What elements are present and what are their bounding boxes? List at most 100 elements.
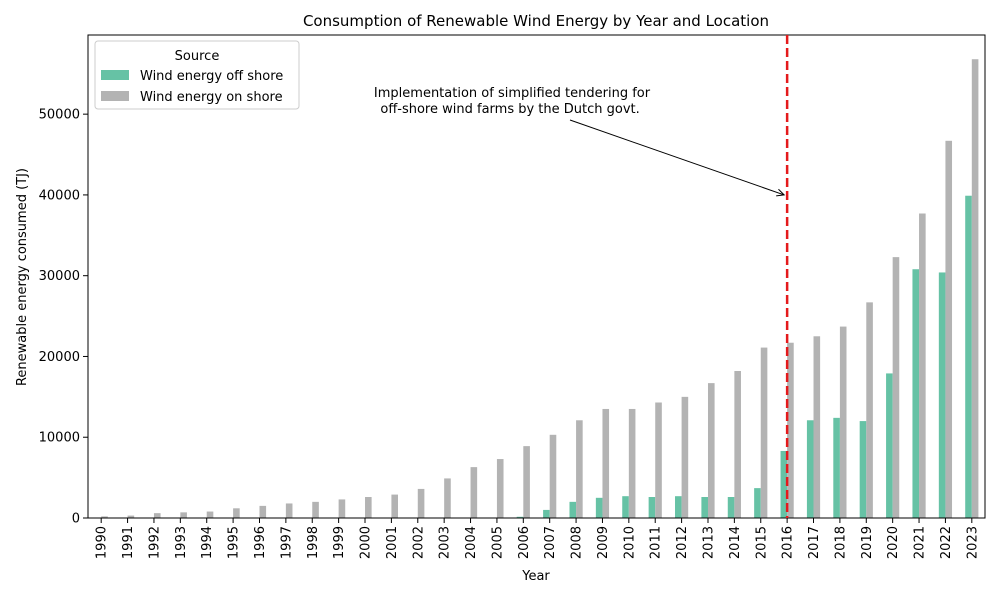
x-tick-label: 2021 [913,526,928,559]
x-tick-label: 1992 [147,526,162,559]
chart-title: Consumption of Renewable Wind Energy by … [303,12,769,30]
legend-box [94,40,300,110]
bar-onshore-2022 [945,140,953,518]
x-tick-label: 1990 [95,526,110,559]
x-tick-label: 2020 [886,526,901,559]
bar-onshore-2010 [628,408,636,518]
bar-onshore-2003 [444,478,451,518]
bar-offshore-2022 [938,272,946,518]
bar-onshore-2023 [971,59,979,518]
x-tick-label: 2018 [833,526,848,559]
x-tick-label: 1997 [279,526,294,559]
bar-offshore-2016 [780,450,788,518]
bar-onshore-2011 [655,402,662,518]
bar-offshore-2007 [543,509,550,518]
x-tick-label: 2019 [860,526,875,559]
bar-offshore-2021 [912,269,920,518]
legend-label-onshore: Wind energy on shore [140,90,283,105]
bar-onshore-2021 [919,213,926,518]
x-tick-label: 2006 [517,526,532,559]
bar-onshore-1994 [206,511,214,518]
bar-onshore-2007 [549,434,557,518]
bar-onshore-2000 [365,497,372,518]
bar-offshore-2011 [648,497,656,518]
x-tick-label: 2016 [781,526,796,559]
x-tick-label: 1991 [121,526,136,559]
bar-onshore-1993 [180,512,187,518]
bar-onshore-1999 [338,499,346,518]
x-tick-label: 2014 [728,526,743,559]
bar-onshore-1997 [285,503,293,518]
x-tick-label: 2017 [807,526,822,559]
x-tick-label: 2000 [359,526,374,559]
bar-onshore-2001 [391,494,398,518]
annotation: Implementation of simplified tendering f… [374,86,786,197]
bar-onshore-2020 [892,257,900,518]
x-tick-label: 2003 [438,526,453,559]
bar-onshore-1995 [233,508,240,518]
x-tick-label: 2012 [675,526,690,559]
bar-offshore-2006 [516,516,524,518]
bar-onshore-2009 [602,408,610,518]
x-tick-label: 1993 [174,526,189,559]
bar-onshore-2006 [523,446,530,518]
y-tick-label: 20000 [39,350,80,365]
legend-label-offshore: Wind energy off shore [140,69,283,84]
bars [101,59,979,519]
annotation-line-2: off-shore wind farms by the Dutch govt. [376,102,640,117]
legend: Source Wind energy off shore Wind energy… [94,40,300,110]
x-axis-label: Year [521,569,550,584]
bar-offshore-2009 [595,497,603,518]
x-tick-label: 2002 [411,526,426,559]
bar-offshore-2008 [569,501,577,518]
x-tick-label: 1995 [227,526,242,559]
annotation-line-1: Implementation of simplified tendering f… [374,86,651,101]
bar-onshore-2014 [734,371,741,518]
bar-offshore-2020 [886,373,893,518]
x-tick-label: 2008 [570,526,585,559]
legend-title: Source [175,49,220,64]
x-tick-label: 1994 [200,526,215,559]
x-tick-label: 2001 [385,526,400,559]
legend-swatch-onshore [101,91,129,101]
y-tick-label: 40000 [39,188,80,203]
x-tick-label: 2004 [464,526,479,559]
bar-onshore-2016 [787,342,794,518]
bar-offshore-2010 [622,496,629,518]
bar-onshore-2008 [576,420,583,518]
bar-offshore-2018 [833,417,840,518]
y-tick-label: 10000 [39,431,80,446]
x-tick-label: 2011 [649,526,664,559]
bar-offshore-2019 [859,421,867,518]
bar-offshore-2014 [727,497,735,518]
y-tick-label: 30000 [39,269,80,284]
x-axis: 1990 1991 1992 1993 1994 1995 1996 1997 1998 1999… [95,518,980,559]
bar-offshore-2023 [965,195,972,519]
x-tick-label: 2007 [543,526,558,559]
y-axis-label: Renewable energy consumed (TJ) [15,168,30,386]
bar-onshore-2017 [813,336,821,518]
annotation-arrowhead [776,188,786,197]
x-tick-label: 2009 [596,526,611,559]
bar-onshore-2018 [839,326,847,518]
bar-offshore-2015 [754,488,761,518]
y-axis: 0 10000 20000 30000 40000 50000 [39,108,88,527]
bar-onshore-1990 [101,516,108,518]
bar-onshore-2012 [681,396,689,518]
bar-onshore-1998 [312,501,319,518]
bar-onshore-2005 [496,459,504,518]
x-tick-label: 2005 [490,526,505,559]
bar-onshore-1996 [259,505,267,518]
plot-frame [87,34,986,519]
bar-onshore-2019 [866,302,873,518]
legend-swatch-offshore [101,70,129,80]
bar-offshore-2012 [675,496,682,518]
bar-offshore-2017 [806,420,814,518]
y-tick-label: 50000 [39,108,80,123]
x-tick-label: 2015 [754,526,769,559]
bar-onshore-1991 [127,515,135,518]
x-tick-label: 1998 [306,526,321,559]
y-tick-label: 0 [72,512,80,527]
bar-onshore-1992 [153,513,161,518]
